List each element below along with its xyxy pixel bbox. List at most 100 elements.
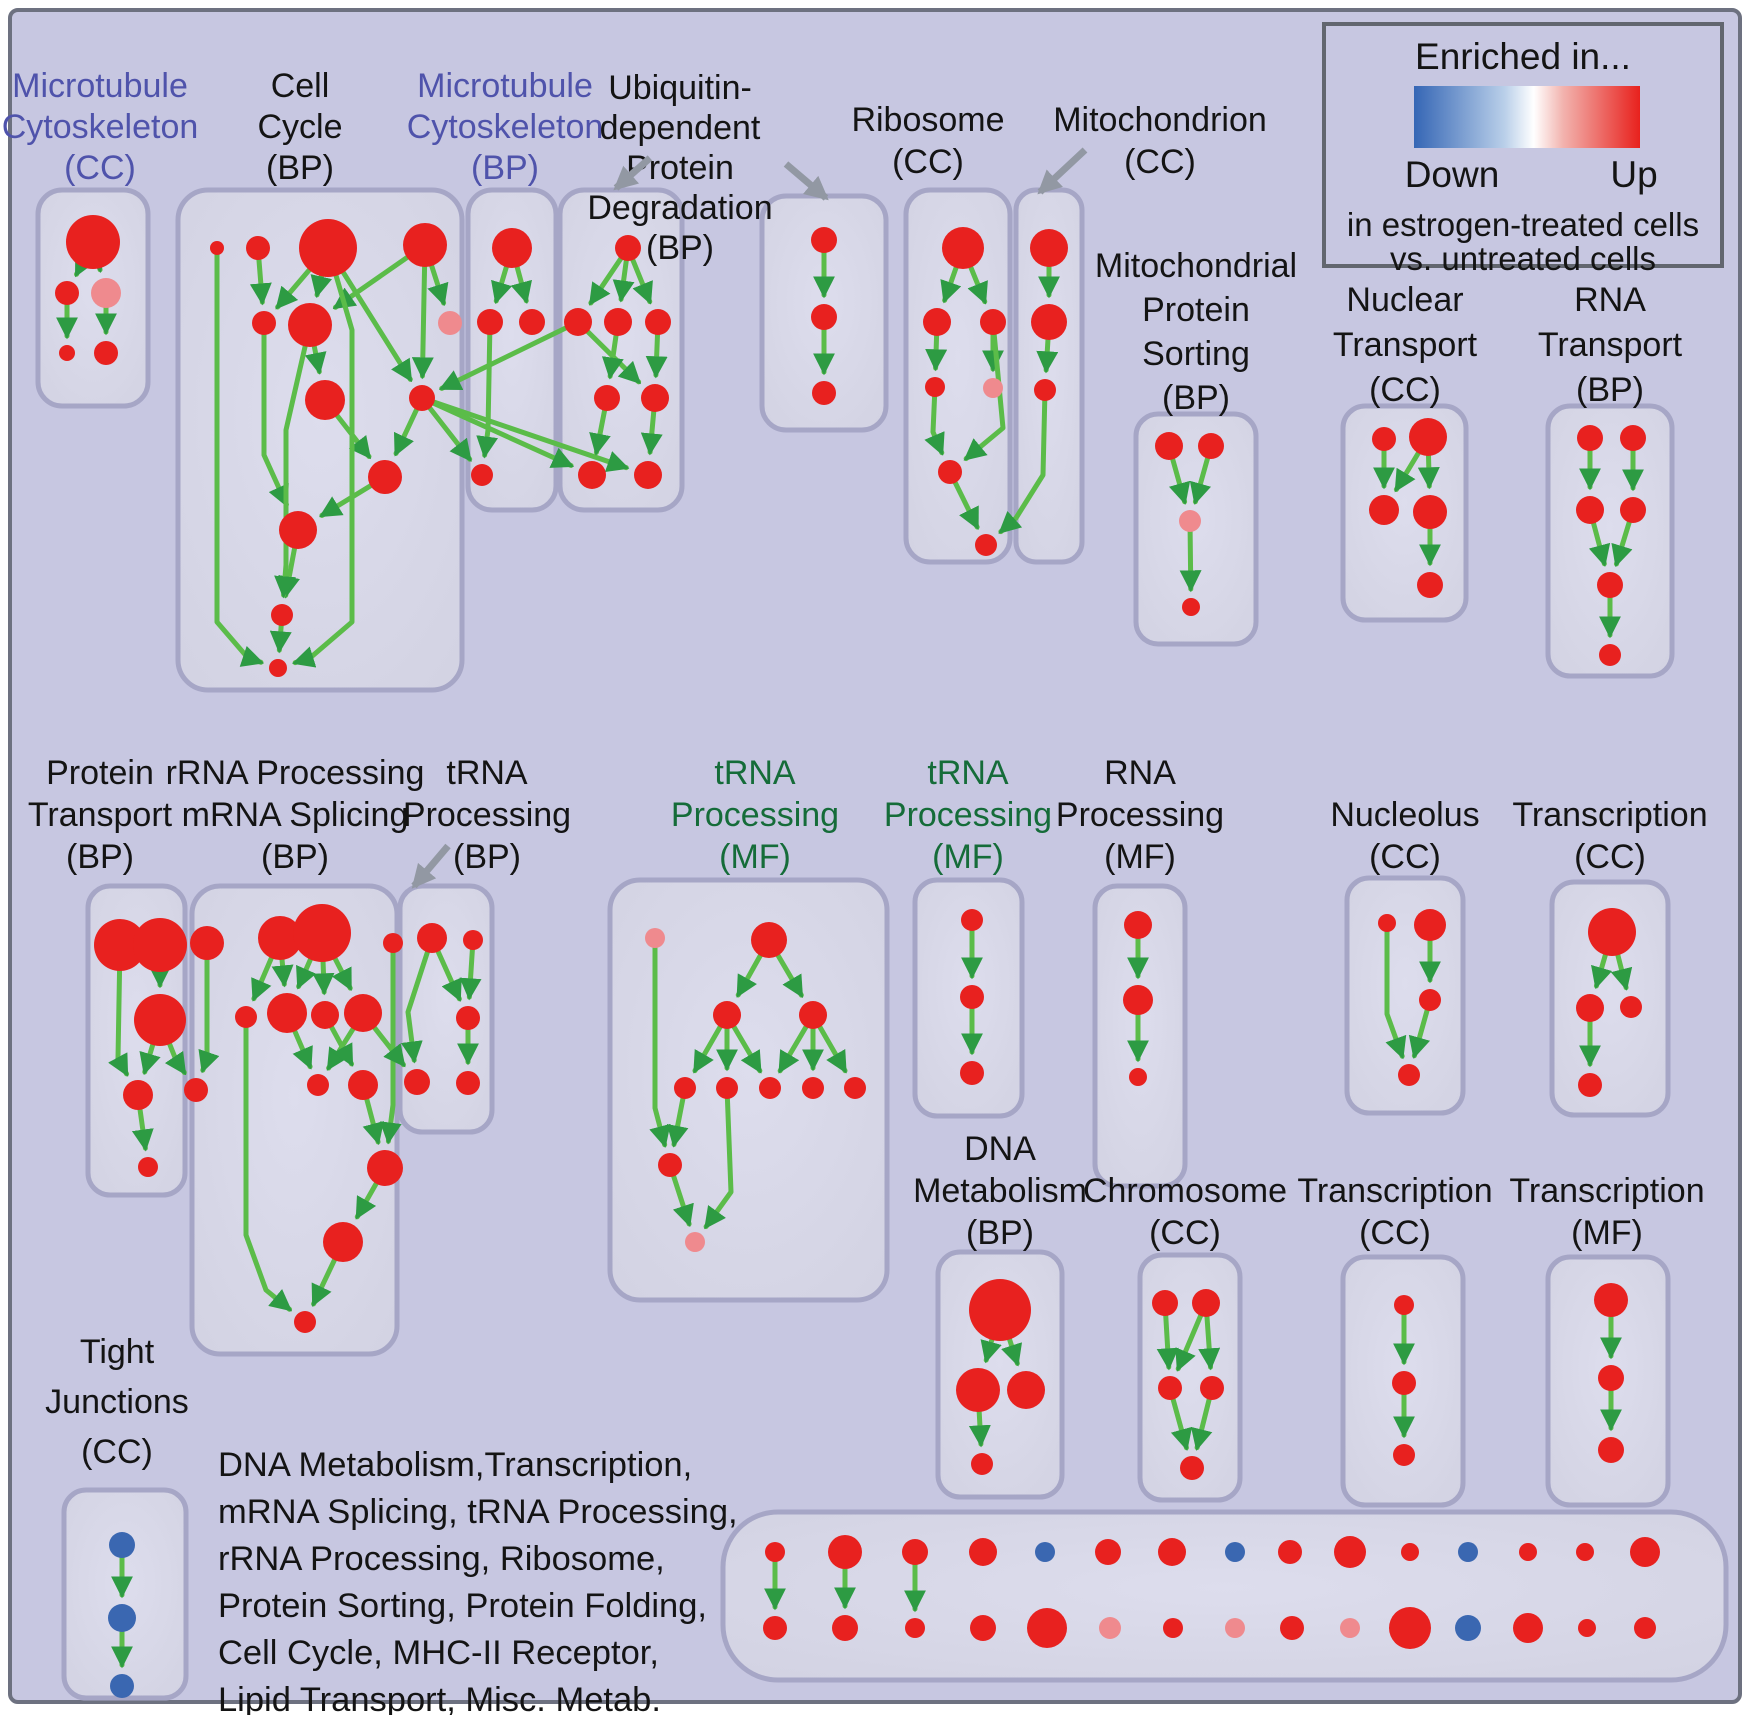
enrichment-node-red xyxy=(763,1616,787,1640)
enrichment-node-pink xyxy=(1340,1618,1360,1638)
enrichment-node-red xyxy=(1414,909,1446,941)
enrichment-node-red xyxy=(1398,1064,1420,1086)
label-pointer-arrow xyxy=(411,843,451,889)
enrichment-node-blue xyxy=(108,1604,136,1632)
enrichment-node-red xyxy=(604,308,632,336)
enrichment-node-red xyxy=(1334,1536,1366,1568)
enrichment-node-red xyxy=(1278,1540,1302,1564)
enrichment-node-pink xyxy=(1179,510,1201,532)
go-category-box-nt xyxy=(1340,403,1469,623)
enrichment-node-red xyxy=(1413,495,1447,529)
category-label: RNA Transport (BP) xyxy=(1538,281,1683,409)
enrichment-node-pink xyxy=(1099,1617,1121,1639)
enrichment-node-red xyxy=(271,604,293,626)
enrichment-node-red xyxy=(765,1542,785,1562)
enrichment-node-red xyxy=(471,464,493,486)
enrichment-node-red xyxy=(311,1001,339,1029)
enrichment-node-red xyxy=(368,460,402,494)
enrichment-node-red xyxy=(751,922,787,958)
category-label: tRNA Processing (BP) xyxy=(403,754,571,876)
enrichment-node-red xyxy=(1417,572,1443,598)
enrichment-node-red xyxy=(1598,1437,1624,1463)
enrichment-node-red xyxy=(252,311,276,335)
enrichment-node-red xyxy=(66,215,120,269)
enrichment-node-red xyxy=(975,534,997,556)
category-label: Nucleolus (CC) xyxy=(1330,796,1479,876)
hierarchy-edge xyxy=(243,1014,293,1312)
enrichment-node-red xyxy=(1576,496,1604,524)
enrichment-node-red xyxy=(344,994,382,1032)
enrichment-node-red xyxy=(456,1006,480,1030)
enrichment-node-red xyxy=(1369,495,1399,525)
enrichment-node-red xyxy=(293,904,351,962)
enrichment-node-blue xyxy=(1458,1542,1478,1562)
enrichment-node-red xyxy=(1620,425,1646,451)
enrichment-node-red xyxy=(832,1615,858,1641)
enrichment-node-red xyxy=(811,304,837,330)
enrichment-node-red xyxy=(1129,1068,1147,1086)
legend-title: Enriched in... xyxy=(1415,36,1631,77)
enrichment-node-red xyxy=(970,1615,996,1641)
enrichment-node-red xyxy=(713,1001,741,1029)
enrichment-node-red xyxy=(812,381,836,405)
enrichment-node-red xyxy=(1576,1543,1594,1561)
enrichment-node-red xyxy=(1620,497,1646,523)
enrichment-node-red xyxy=(246,236,270,260)
enrichment-node-blue xyxy=(110,1674,134,1698)
category-label: Chromosome (CC) xyxy=(1083,1172,1287,1252)
misc-text-line: Cell Cycle, MHC-II Receptor, xyxy=(218,1634,659,1672)
category-label: tRNA Processing (MF) xyxy=(884,754,1052,876)
enrichment-node-red xyxy=(190,926,224,960)
category-label: Transcription (CC) xyxy=(1512,796,1707,876)
enrichment-node-pink xyxy=(983,378,1003,398)
enrichment-node-red xyxy=(923,308,951,336)
enrichment-node-red xyxy=(1597,572,1623,598)
legend-gradient-bar xyxy=(1414,86,1640,148)
hierarchy-edge xyxy=(261,320,289,508)
enrichment-node-red xyxy=(133,918,187,972)
enrichment-node-red xyxy=(1200,1376,1224,1400)
legend-down-label: Down xyxy=(1404,154,1500,195)
enrichment-node-red xyxy=(594,385,620,411)
go-category-box-trna_bp xyxy=(397,883,495,1135)
enrichment-node-red xyxy=(1158,1376,1182,1400)
category-label: Microtubule Cytoskeleton (BP) xyxy=(407,67,604,187)
enrichment-node-red xyxy=(1182,598,1200,616)
enrichment-node-red xyxy=(1588,908,1636,956)
enrichment-node-red xyxy=(492,228,532,268)
enrichment-node-red xyxy=(269,659,287,677)
enrichment-node-red xyxy=(615,235,641,261)
enrichment-node-red xyxy=(1513,1613,1543,1643)
misc-text-line: Protein Sorting, Protein Folding, xyxy=(218,1587,708,1625)
enrichment-node-red xyxy=(94,341,118,365)
legend-up-label: Up xyxy=(1610,154,1658,195)
go-category-box-strip xyxy=(720,1509,1729,1683)
category-label: rRNA Processing mRNA Splicing (BP) xyxy=(166,754,425,876)
hierarchy-edge xyxy=(198,940,220,1074)
hierarchy-edge xyxy=(963,319,1006,462)
misc-text-line: rRNA Processing, Ribosome, xyxy=(218,1540,665,1578)
enrichment-node-red xyxy=(905,1618,925,1638)
enrichment-node-red xyxy=(258,916,302,960)
enrichment-node-red xyxy=(1192,1289,1220,1317)
enrichment-node-red xyxy=(844,1077,866,1099)
enrichment-node-blue xyxy=(1225,1542,1245,1562)
misc-text-line: Lipid Transport, Misc. Metab. xyxy=(218,1681,661,1715)
legend-note-line2: vs. untreated cells xyxy=(1390,240,1656,277)
label-pointer-arrow xyxy=(613,155,653,191)
enrichment-node-red xyxy=(811,227,837,253)
enrichment-node-red xyxy=(759,1077,781,1099)
enrichment-node-red xyxy=(971,1453,993,1475)
enrichment-node-blue xyxy=(109,1532,135,1558)
enrichment-node-red xyxy=(94,919,146,971)
enrichment-node-red xyxy=(658,1153,682,1177)
category-label: Tight Junctions (CC) xyxy=(45,1333,189,1471)
enrichment-node-red xyxy=(641,384,669,412)
hierarchy-edge xyxy=(419,395,575,469)
enrichment-node-red xyxy=(1372,427,1396,451)
enrichment-node-red xyxy=(409,385,435,411)
enrichment-node-red xyxy=(1578,1619,1596,1637)
hierarchy-edge xyxy=(1179,518,1202,593)
enrichment-node-red xyxy=(1163,1618,1183,1638)
